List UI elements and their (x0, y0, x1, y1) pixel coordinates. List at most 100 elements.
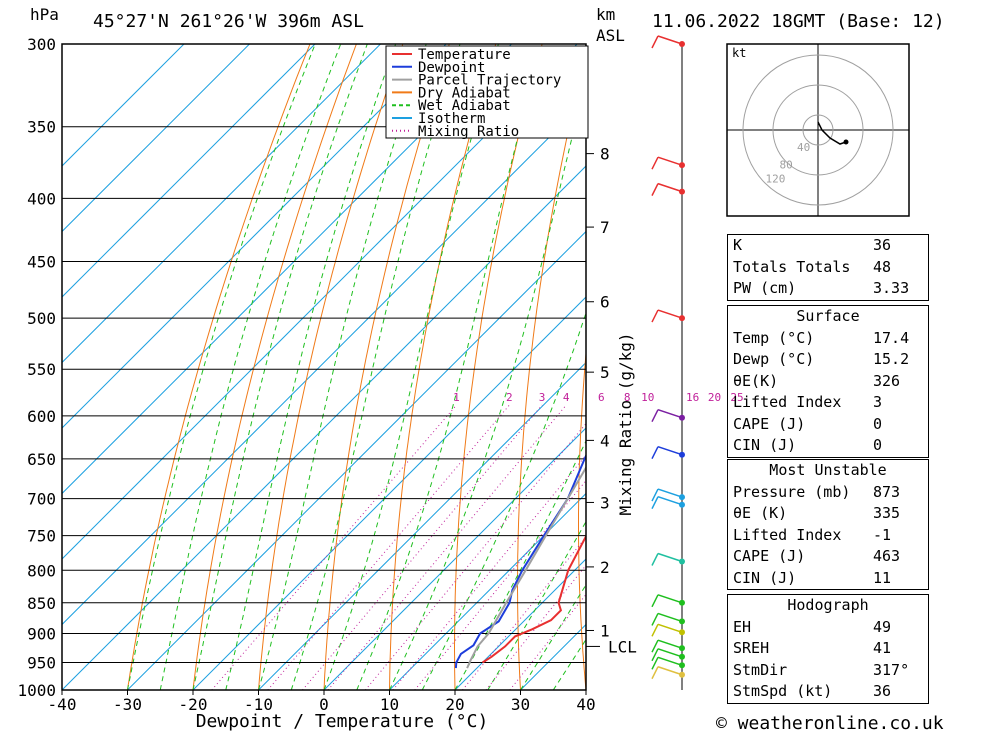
hodograph-ring-label: 80 (780, 159, 793, 172)
hodograph-unit: kt (732, 46, 746, 60)
km-tick-label: 8 (600, 145, 610, 164)
index-value: 48 (873, 257, 892, 276)
mixing-ratio-label: 16 (686, 391, 699, 404)
wind-barb-flag (651, 639, 659, 653)
legend-label: Mixing Ratio (418, 124, 519, 140)
x-axis-title: Dewpoint / Temperature (°C) (196, 711, 489, 732)
most-unstable-table-title: Most Unstable (769, 461, 887, 479)
surface-table-title: Surface (796, 307, 860, 325)
mixing-ratio-label: 6 (598, 391, 605, 404)
mixing-ratio-line (364, 422, 586, 690)
wind-barb-staff (657, 156, 683, 166)
isotherm-line (62, 44, 250, 233)
legend-label: Temperature (418, 47, 511, 63)
isotherm-line (62, 44, 185, 167)
wind-barb-staff (657, 488, 683, 498)
wind-barb-flag (651, 488, 659, 502)
km-tick-label: 4 (600, 431, 610, 450)
surface-value: 3 (873, 393, 883, 411)
surface-value: 15.2 (873, 350, 910, 368)
wet-adiabat-line (127, 44, 316, 690)
pressure-tick-label: 750 (27, 527, 56, 546)
pressure-tick-label: 650 (27, 450, 56, 469)
wind-barb-flag (651, 183, 659, 196)
x-tick-label: 0 (319, 695, 329, 714)
dry-adiabat-line (957, 44, 1000, 690)
wind-barb-flag (651, 446, 659, 460)
surface-key: CAPE (J) (733, 414, 806, 433)
height-unit-label: km (596, 5, 615, 24)
dry-adiabat-line (454, 44, 543, 690)
most-unstable-row: CIN (J) 11 (728, 568, 928, 590)
x-tick-label: -30 (113, 695, 142, 714)
wind-barb-flag (651, 648, 659, 662)
location-title: 45°27'N 261°26'W 396m ASL (93, 11, 364, 32)
surface-key: θE(K) (733, 371, 779, 390)
wind-barb-staff (657, 639, 683, 649)
index-key: PW (cm) (733, 279, 797, 297)
surface-row: θE(K) 326 (728, 371, 928, 393)
surface-row: Dewp (°C) 15.2 (728, 349, 928, 371)
sounding-series (454, 453, 586, 669)
hodograph-ring (802, 114, 834, 146)
surface-value: 0 (873, 414, 883, 433)
mixing-ratio-label: 25 (730, 391, 743, 404)
pressure-unit-label: hPa (30, 5, 59, 24)
isotherm-line (62, 44, 316, 298)
most-unstable-row: CAPE (J) 463 (728, 546, 928, 568)
isotherm-line (62, 165, 586, 690)
hodograph-param-key: SREH (733, 639, 770, 657)
index-row: PW (cm) 3.33 (728, 278, 928, 300)
pressure-tick-label: 600 (27, 407, 56, 426)
isotherm-line (454, 558, 586, 690)
pressure-tick-label: 400 (27, 189, 56, 208)
wind-barb-flag (651, 623, 659, 637)
wind-barb-staff (657, 648, 683, 658)
isotherm-line (127, 230, 586, 690)
most-unstable-key: θE (K) (733, 504, 788, 522)
wind-barb-staff (657, 446, 683, 456)
hodograph-param-value: 49 (873, 617, 892, 636)
x-tick-label: 30 (511, 695, 530, 714)
surface-row: Lifted Index 3 (728, 392, 928, 414)
dry-adiabat-line (638, 44, 682, 690)
mixing-ratio-line (327, 404, 567, 690)
most-unstable-key: Lifted Index (733, 525, 842, 544)
wind-barb-staff (657, 309, 683, 319)
dewpoint-line (454, 453, 586, 669)
surface-key: CIN (J) (733, 436, 797, 454)
mixing-ratio-line (509, 593, 586, 690)
hodograph-param-key: StmDir (733, 660, 788, 679)
pressure-tick-label: 850 (27, 594, 56, 613)
pressure-tick-label: 450 (27, 253, 56, 272)
hodograph-param-value: 317° (873, 660, 910, 679)
pressure-tick-label: 900 (27, 624, 56, 643)
legend-label: Isotherm (418, 111, 485, 127)
hodograph-trace (817, 121, 847, 145)
surface-row: CAPE (J) 0 (728, 414, 928, 436)
x-tick-label: 20 (445, 695, 464, 714)
mixing-ratio-label: 10 (641, 391, 654, 404)
km-tick-label: 6 (600, 293, 610, 312)
index-key: K (733, 236, 743, 254)
surface-row: Temp (°C) 17.4 (728, 328, 928, 350)
wind-barb-flag (651, 666, 659, 680)
mixing-ratio-line (392, 454, 586, 690)
mixing-ratio-label: 20 (708, 391, 721, 404)
most-unstable-value: 335 (873, 504, 901, 522)
wind-barb-staff (657, 612, 683, 623)
wind-barb-flag (651, 409, 659, 423)
surface-value: 326 (873, 371, 901, 390)
wet-adiabat-line (159, 44, 342, 690)
wind-barb-staff (657, 496, 683, 506)
x-tick-label: -40 (48, 695, 77, 714)
most-unstable-value: -1 (873, 525, 892, 544)
isotherm-line (62, 44, 447, 429)
hodograph-table-title: Hodograph (787, 596, 869, 614)
axes: 3003504004505005506006507007508008509009… (17, 35, 683, 714)
most-unstable-key: CIN (J) (733, 568, 797, 587)
pressure-tick-label: 500 (27, 309, 56, 328)
